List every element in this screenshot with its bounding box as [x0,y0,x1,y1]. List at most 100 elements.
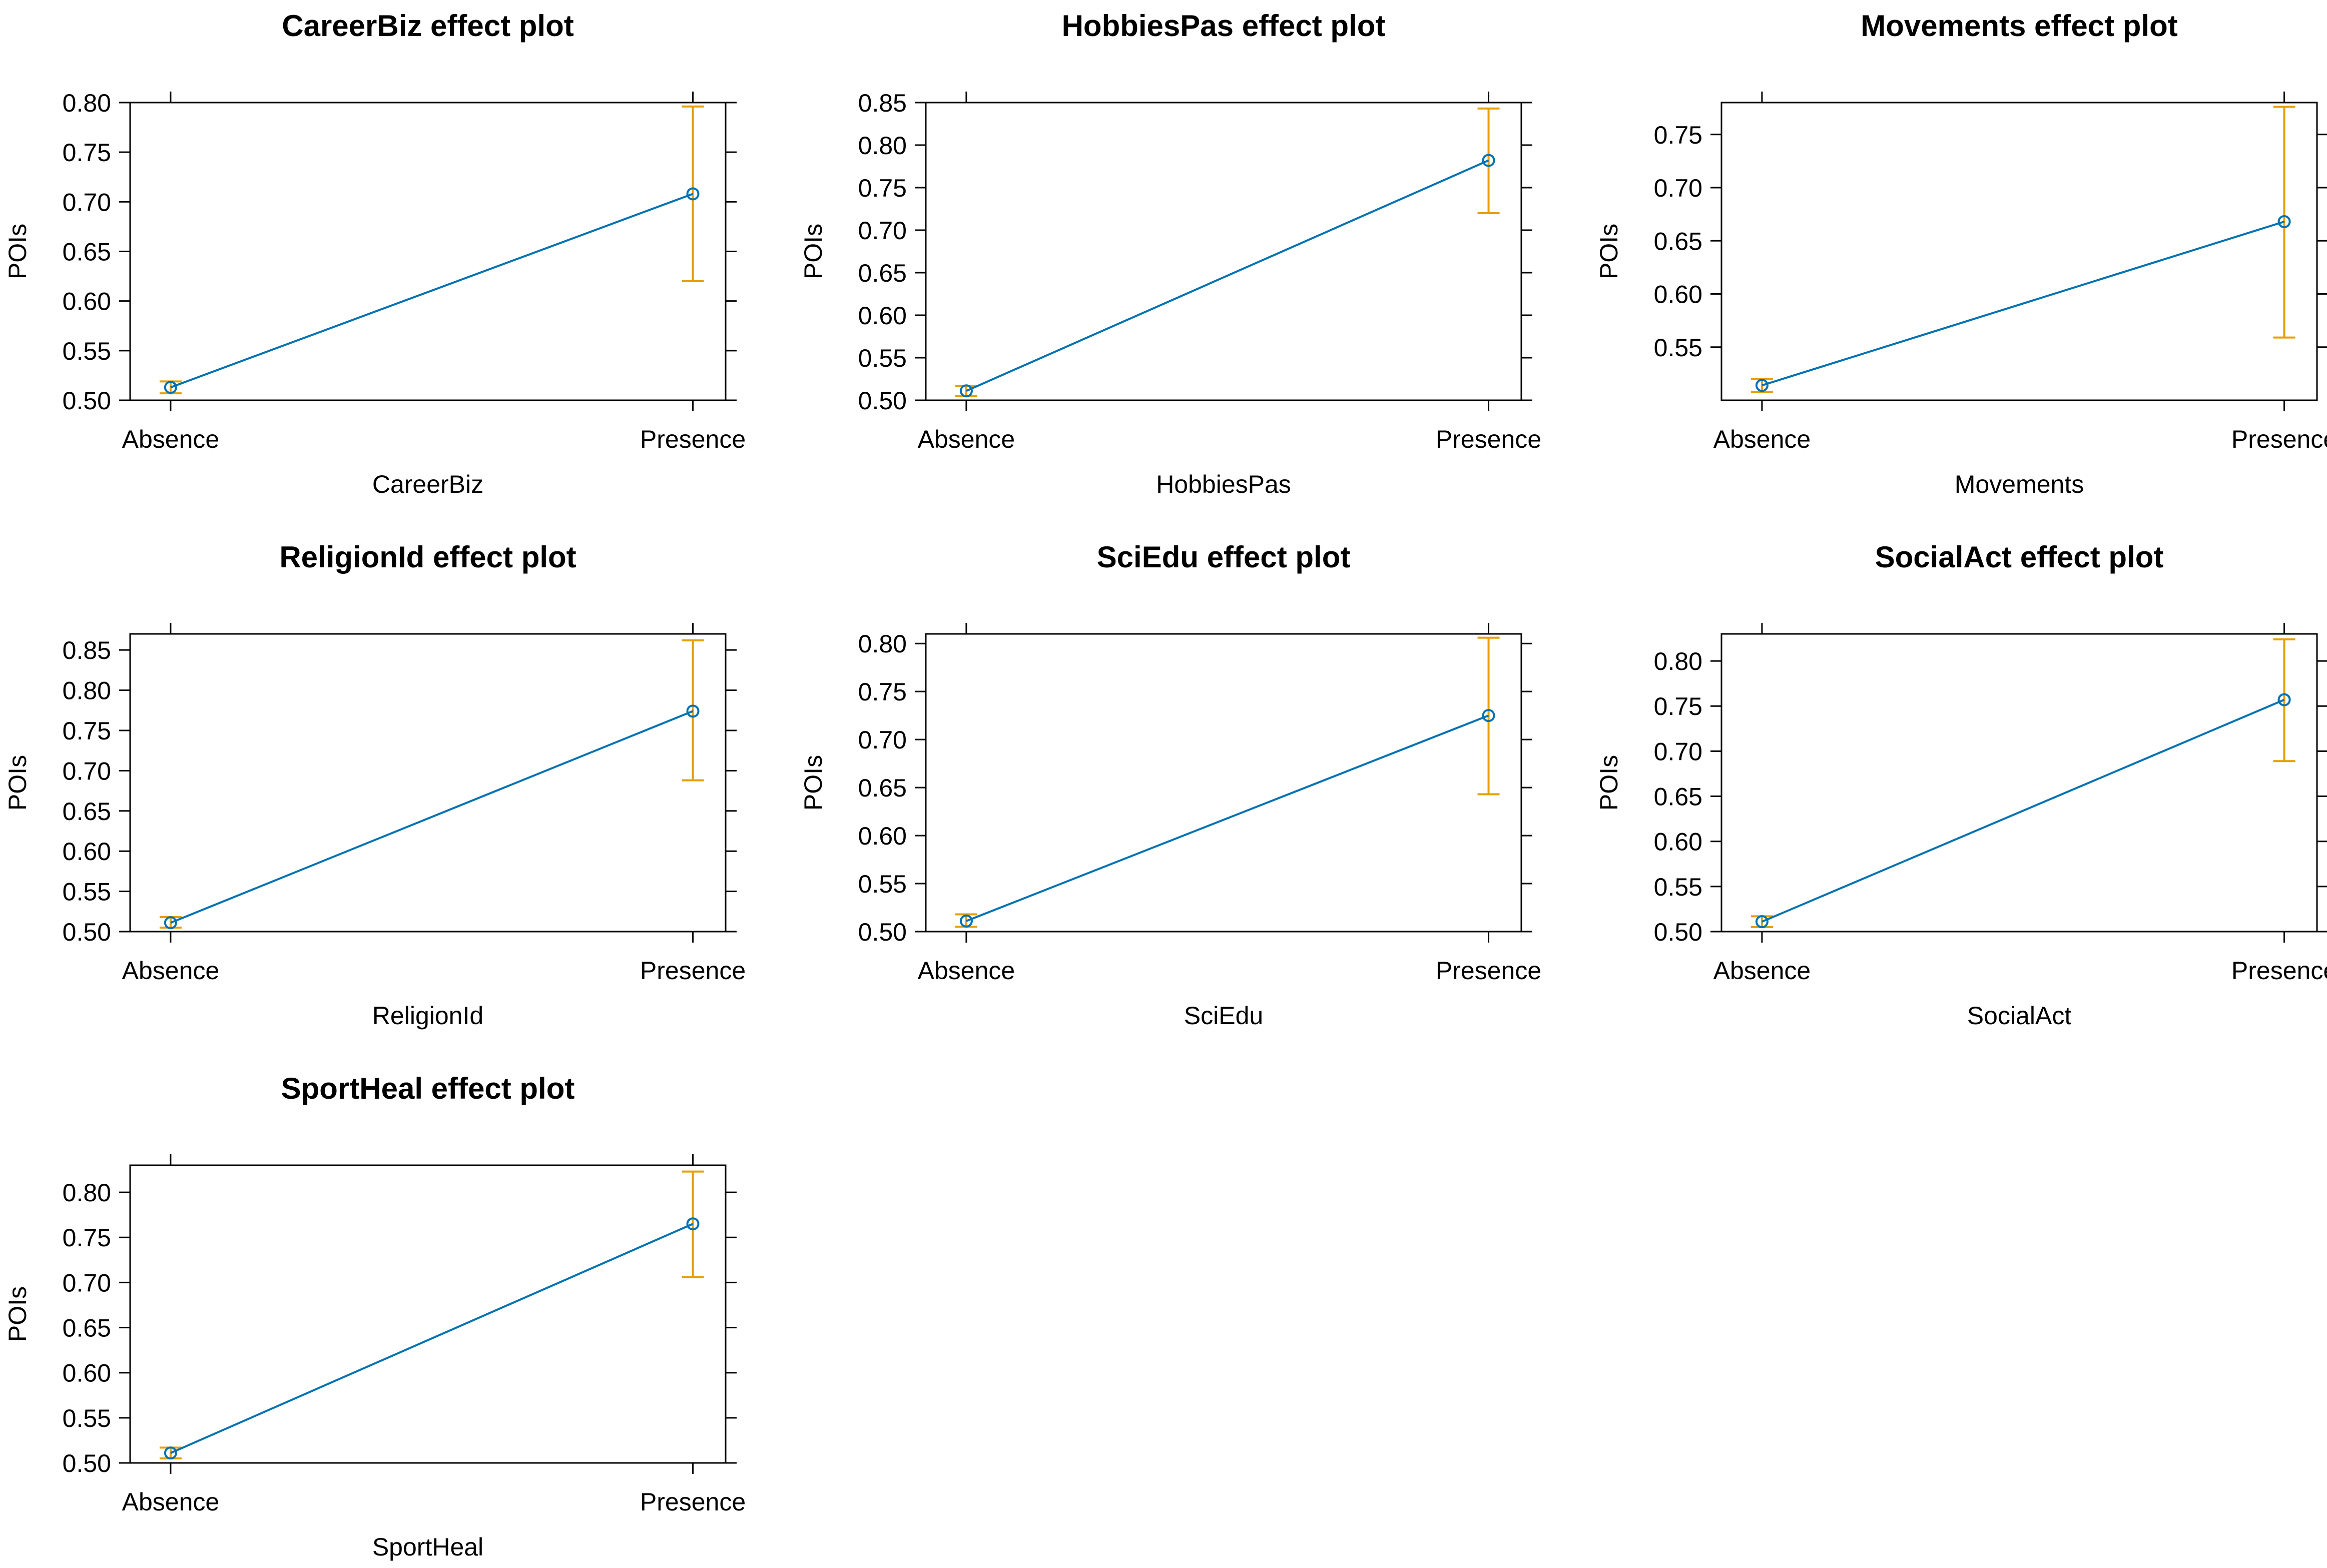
x-tick-label: Absence [1713,957,1811,985]
plot-frame [129,633,727,933]
y-axis-label: POIs [1595,224,1623,279]
effect-line [1762,221,2285,387]
effect-line [966,159,1489,392]
effect-line [170,193,694,389]
effect-line [170,1223,694,1454]
y-tick-label: 0.75 [858,174,907,202]
y-tick-label: 0.80 [858,630,907,658]
effect-point [164,916,177,930]
y-tick-label: 0.50 [858,918,907,946]
y-tick-label: 0.80 [858,132,907,160]
effect-line [966,714,1489,922]
y-tick-label: 0.50 [63,918,111,946]
x-tick-label: Presence [640,957,746,985]
chart-title: CareerBiz effect plot [282,9,573,43]
y-tick-label: 0.55 [858,870,907,898]
y-tick-label: 0.60 [1654,281,1702,309]
chart-title: SportHeal effect plot [281,1072,575,1105]
effect-point [1482,154,1495,167]
y-tick-label: 0.85 [858,89,907,117]
x-tick-label: Absence [1713,425,1811,453]
plot-frame [129,1164,727,1464]
y-tick-label: 0.70 [63,757,111,785]
y-tick-label: 0.65 [63,1314,111,1342]
y-tick-label: 0.70 [1654,174,1702,202]
y-tick-label: 0.50 [1654,918,1702,946]
y-tick-label: 0.55 [858,344,907,372]
y-axis-label: POIs [4,755,32,811]
y-tick-label: 0.80 [1654,647,1702,675]
effect-plot-panel-0: CareerBiz effect plot 0.50 0.55 0.60 0.65 0.7… [4,9,746,498]
y-tick-label: 0.55 [63,878,111,906]
y-tick-label: 0.65 [1654,227,1702,255]
effect-point [164,1446,177,1460]
y-tick-label: 0.55 [63,337,111,365]
x-tick-label: Presence [2231,425,2327,453]
effect-point [1755,379,1769,392]
effect-point [686,1217,700,1231]
y-tick-label: 0.65 [858,774,907,802]
y-tick-label: 0.60 [63,288,111,316]
effect-plot-panel-1: HobbiesPas effect plot 0.50 0.55 0.60 0.65 0.… [799,9,1541,498]
y-tick-label: 0.50 [63,387,111,415]
y-tick-label: 0.80 [63,89,111,117]
effect-line [170,710,694,924]
y-tick-label: 0.50 [63,1449,111,1477]
y-tick-label: 0.70 [858,726,907,754]
y-tick-label: 0.65 [63,798,111,826]
effect-point [686,704,700,718]
x-axis-label: ReligionId [372,1002,483,1030]
y-axis-label: POIs [4,1286,32,1342]
y-tick-label: 0.75 [858,678,907,706]
y-tick-label: 0.55 [63,1404,111,1432]
x-tick-label: Absence [122,425,220,453]
y-tick-label: 0.80 [63,677,111,705]
chart-title: SocialAct effect plot [1875,540,2164,574]
y-tick-label: 0.55 [1654,334,1702,362]
effect-plot-panel-5: SocialAct effect plot 0.50 0.55 0.60 0.65 0.7… [1595,540,2327,1030]
effect-plot-panel-6: SportHeal effect plot 0.50 0.55 0.60 0.65 0.7… [4,1072,746,1561]
plot-frame [1720,102,2318,401]
y-axis-label: POIs [1595,755,1623,811]
x-tick-label: Absence [918,957,1015,985]
y-tick-label: 0.60 [858,822,907,850]
y-axis-label: POIs [4,224,32,279]
y-axis-label: POIs [799,755,827,811]
x-tick-label: Absence [122,1488,220,1516]
effect-plot-panel-2: Movements effect plot 0.55 0.60 0.65 0.70 0.7… [1595,9,2327,498]
plot-frame [925,102,1522,401]
y-tick-label: 0.65 [858,259,907,287]
effect-point [2277,215,2291,228]
y-tick-label: 0.55 [1654,873,1702,901]
chart-title: Movements effect plot [1861,9,2177,43]
effect-point [959,914,973,928]
x-tick-label: Presence [640,425,746,453]
y-tick-label: 0.70 [63,1269,111,1297]
y-tick-label: 0.60 [63,838,111,866]
y-tick-label: 0.60 [1654,828,1702,856]
chart-title: HobbiesPas effect plot [1062,9,1386,43]
y-tick-label: 0.65 [1654,783,1702,811]
y-tick-label: 0.85 [63,636,111,664]
chart-title: ReligionId effect plot [279,540,576,574]
y-tick-label: 0.80 [63,1179,111,1207]
x-tick-label: Presence [640,1488,746,1516]
y-tick-label: 0.50 [858,387,907,415]
y-tick-label: 0.70 [858,217,907,245]
x-axis-label: CareerBiz [372,470,483,498]
plot-frame [1720,633,2318,933]
y-tick-label: 0.75 [1654,121,1702,149]
x-axis-label: SocialAct [1967,1002,2072,1030]
chart-title: SciEdu effect plot [1097,540,1351,574]
x-tick-label: Presence [2231,957,2327,985]
y-tick-label: 0.70 [63,188,111,216]
effect-plot-panel-3: ReligionId effect plot 0.50 0.55 0.60 0.65 0.… [4,540,746,1030]
effect-point [1482,709,1495,722]
y-axis-label: POIs [799,224,827,279]
x-axis-label: Movements [1955,470,2084,498]
y-tick-label: 0.65 [63,238,111,266]
x-axis-label: SportHeal [372,1533,483,1561]
plot-frame [925,633,1522,933]
